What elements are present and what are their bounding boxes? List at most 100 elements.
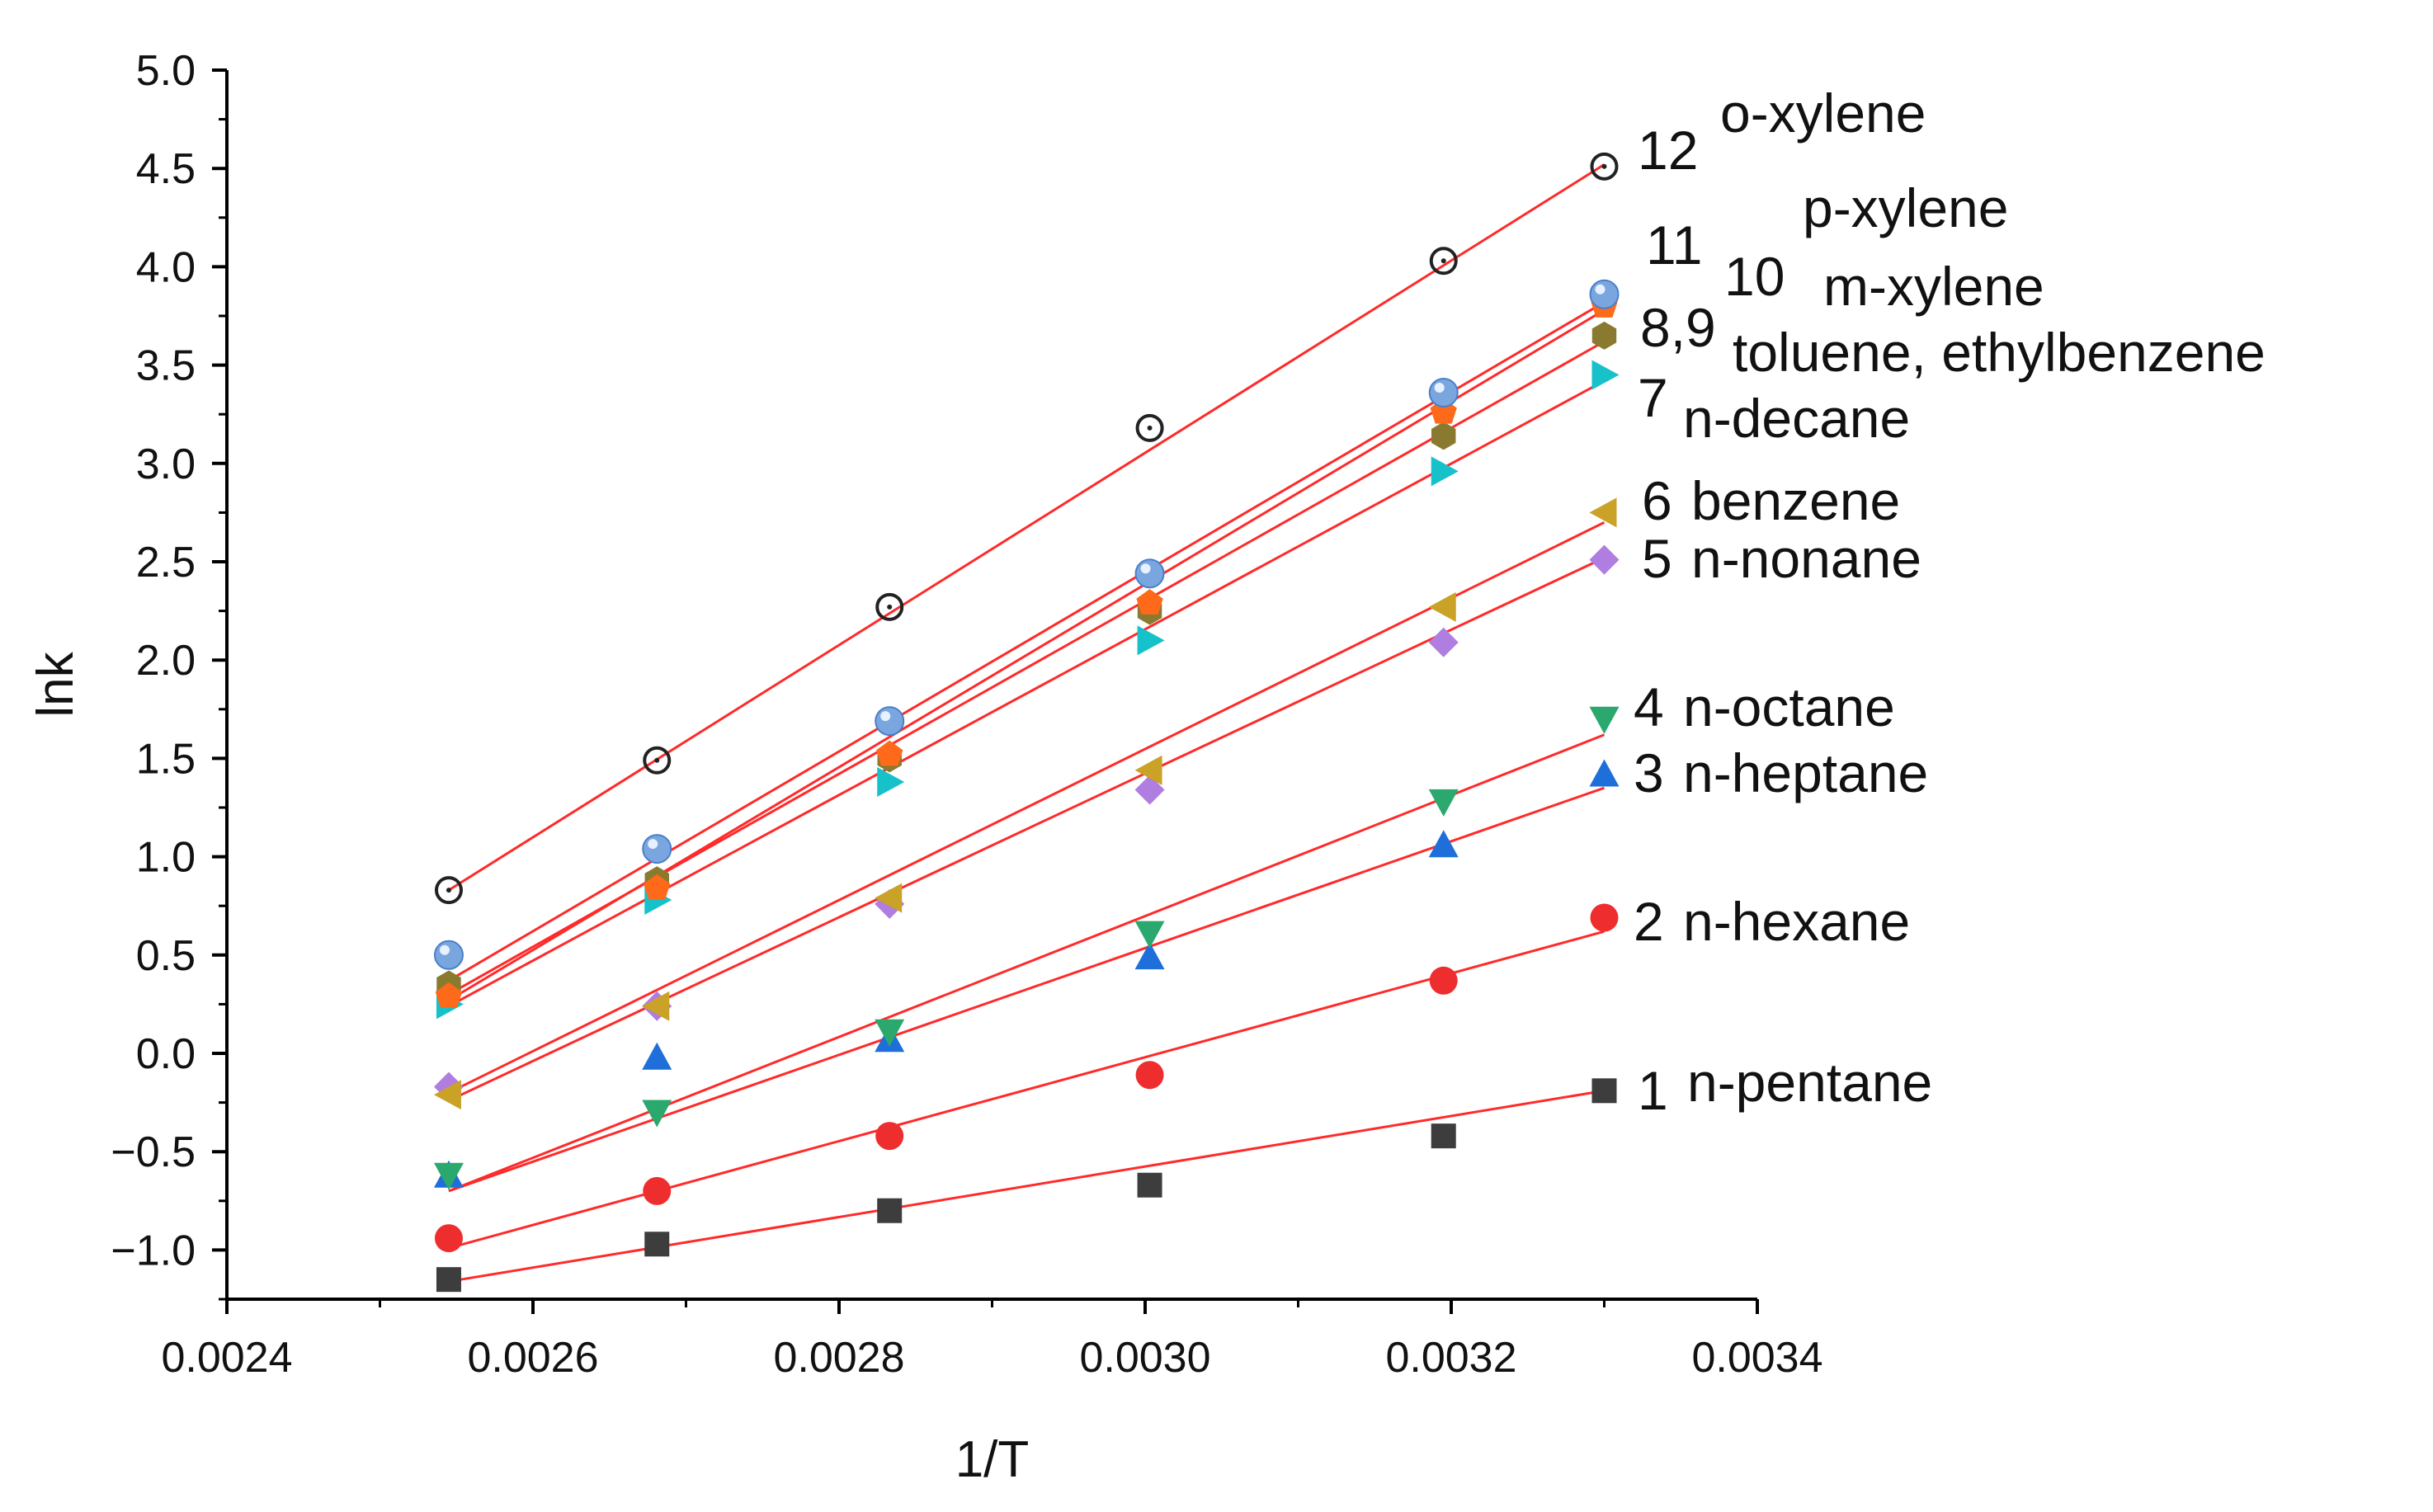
data-point xyxy=(642,1042,672,1070)
fit-line xyxy=(448,786,1605,1193)
fit-line xyxy=(448,379,1605,1008)
series-name-label: n-pentane xyxy=(1687,1052,1932,1113)
data-point xyxy=(1590,903,1619,932)
data-point xyxy=(1134,755,1162,785)
data-point xyxy=(643,1176,672,1205)
y-tick-label: 3.0 xyxy=(136,440,196,488)
fit-line xyxy=(448,930,1605,1250)
data-point xyxy=(1428,377,1459,407)
series-number-label: 1 xyxy=(1638,1060,1668,1121)
series-name-label: n-octane xyxy=(1683,676,1895,737)
data-point xyxy=(1429,966,1458,995)
y-tick-label: 4.0 xyxy=(136,243,196,291)
y-tick-label: 5.0 xyxy=(136,47,196,95)
data-point xyxy=(433,1162,464,1190)
data-point xyxy=(877,767,905,798)
data-point xyxy=(1135,1061,1164,1090)
data-point xyxy=(433,940,464,970)
y-tick-label: −0.5 xyxy=(111,1128,196,1176)
series-name-label: o-xylene xyxy=(1720,82,1926,144)
data-point xyxy=(1428,789,1459,817)
x-tick-label: 0.0032 xyxy=(1385,1334,1516,1382)
data-point xyxy=(1589,497,1617,528)
series-name-label: n-decane xyxy=(1683,388,1910,449)
data-point xyxy=(1428,830,1459,858)
data-point xyxy=(1137,1172,1162,1198)
data-point xyxy=(1431,1123,1456,1149)
data-point xyxy=(642,834,672,864)
data-point xyxy=(642,991,670,1021)
data-point xyxy=(1134,558,1165,589)
fit-lines xyxy=(448,163,1605,1284)
series-name-label: m-xylene xyxy=(1823,256,2044,317)
data-point xyxy=(643,746,672,775)
y-tick-label: 4.5 xyxy=(136,145,196,193)
y-ticks: 5.0 4.5 4.0 3.5 3.0 2.5 2.0 1.5 1.0 0.5 0.0 −0.5 −1.… xyxy=(111,47,227,1301)
series-name-label: n-hexane xyxy=(1683,891,1910,952)
axes xyxy=(225,70,1757,1301)
data-point xyxy=(1428,591,1456,622)
fit-line xyxy=(448,163,1605,892)
series-name-label: benzene xyxy=(1691,470,1900,531)
fit-line xyxy=(448,556,1605,1102)
x-tick-label: 0.0028 xyxy=(773,1334,904,1382)
data-point xyxy=(644,874,671,900)
data-point xyxy=(1137,625,1165,656)
data-point xyxy=(1589,759,1620,787)
y-axis-title: lnk xyxy=(27,651,84,717)
data-point xyxy=(875,592,904,621)
data-point xyxy=(642,1100,672,1128)
data-point-highlight xyxy=(439,944,450,955)
data-point xyxy=(433,1080,461,1110)
data-point xyxy=(1591,321,1617,350)
data-point xyxy=(1429,247,1458,276)
series-number-label: 2 xyxy=(1634,891,1664,952)
data-point xyxy=(875,883,903,913)
series-name-label: toluene, ethylbenzene xyxy=(1733,322,2266,383)
fit-line xyxy=(448,733,1605,1193)
y-tick-label: 2.0 xyxy=(136,637,196,685)
data-point xyxy=(875,1122,904,1151)
series-name-label: n-nonane xyxy=(1691,528,1921,589)
series-number-label: 4 xyxy=(1634,676,1664,737)
fit-line xyxy=(448,520,1605,1095)
series-number-label: 8,9 xyxy=(1640,297,1716,358)
data-point xyxy=(1431,422,1456,450)
data-point xyxy=(436,1267,461,1293)
data-point xyxy=(435,982,463,1008)
data-point xyxy=(1136,589,1163,615)
data-point-center xyxy=(1440,258,1446,264)
y-tick-label: 3.5 xyxy=(136,342,196,390)
x-tick-label: 0.0030 xyxy=(1079,1334,1210,1382)
data-point xyxy=(1135,413,1164,442)
series-number-label: 6 xyxy=(1642,470,1672,531)
data-point xyxy=(1431,456,1459,487)
y-tick-label: 0.5 xyxy=(136,932,196,980)
x-ticks: 0.0024 0.0026 0.0028 0.0030 0.0032 0.0034 xyxy=(161,1299,1823,1382)
series-number-label: 12 xyxy=(1638,120,1698,181)
data-point xyxy=(434,1224,463,1253)
data-point-center xyxy=(887,604,893,610)
fit-line xyxy=(448,1089,1605,1284)
y-tick-label: 1.5 xyxy=(136,735,196,783)
data-point xyxy=(1134,942,1165,970)
x-axis-title: 1/T xyxy=(955,1431,1030,1488)
x-tick-label: 0.0024 xyxy=(161,1334,292,1382)
data-point-highlight xyxy=(1434,382,1445,393)
data-point-center xyxy=(1147,425,1153,431)
data-point xyxy=(1134,775,1165,805)
series-number-label: 11 xyxy=(1646,214,1703,276)
fit-line xyxy=(448,309,1605,1001)
x-tick-label: 0.0034 xyxy=(1691,1334,1822,1382)
series-number-label: 10 xyxy=(1724,246,1785,307)
series-name-label: p-xylene xyxy=(1803,177,2008,238)
data-point xyxy=(1428,627,1459,657)
data-point xyxy=(1589,706,1620,734)
data-point xyxy=(876,740,903,766)
data-point-center xyxy=(654,757,660,763)
y-tick-label: 2.5 xyxy=(136,539,196,586)
data-point xyxy=(1134,921,1165,949)
data-point xyxy=(434,876,463,905)
data-point-highlight xyxy=(648,839,658,850)
